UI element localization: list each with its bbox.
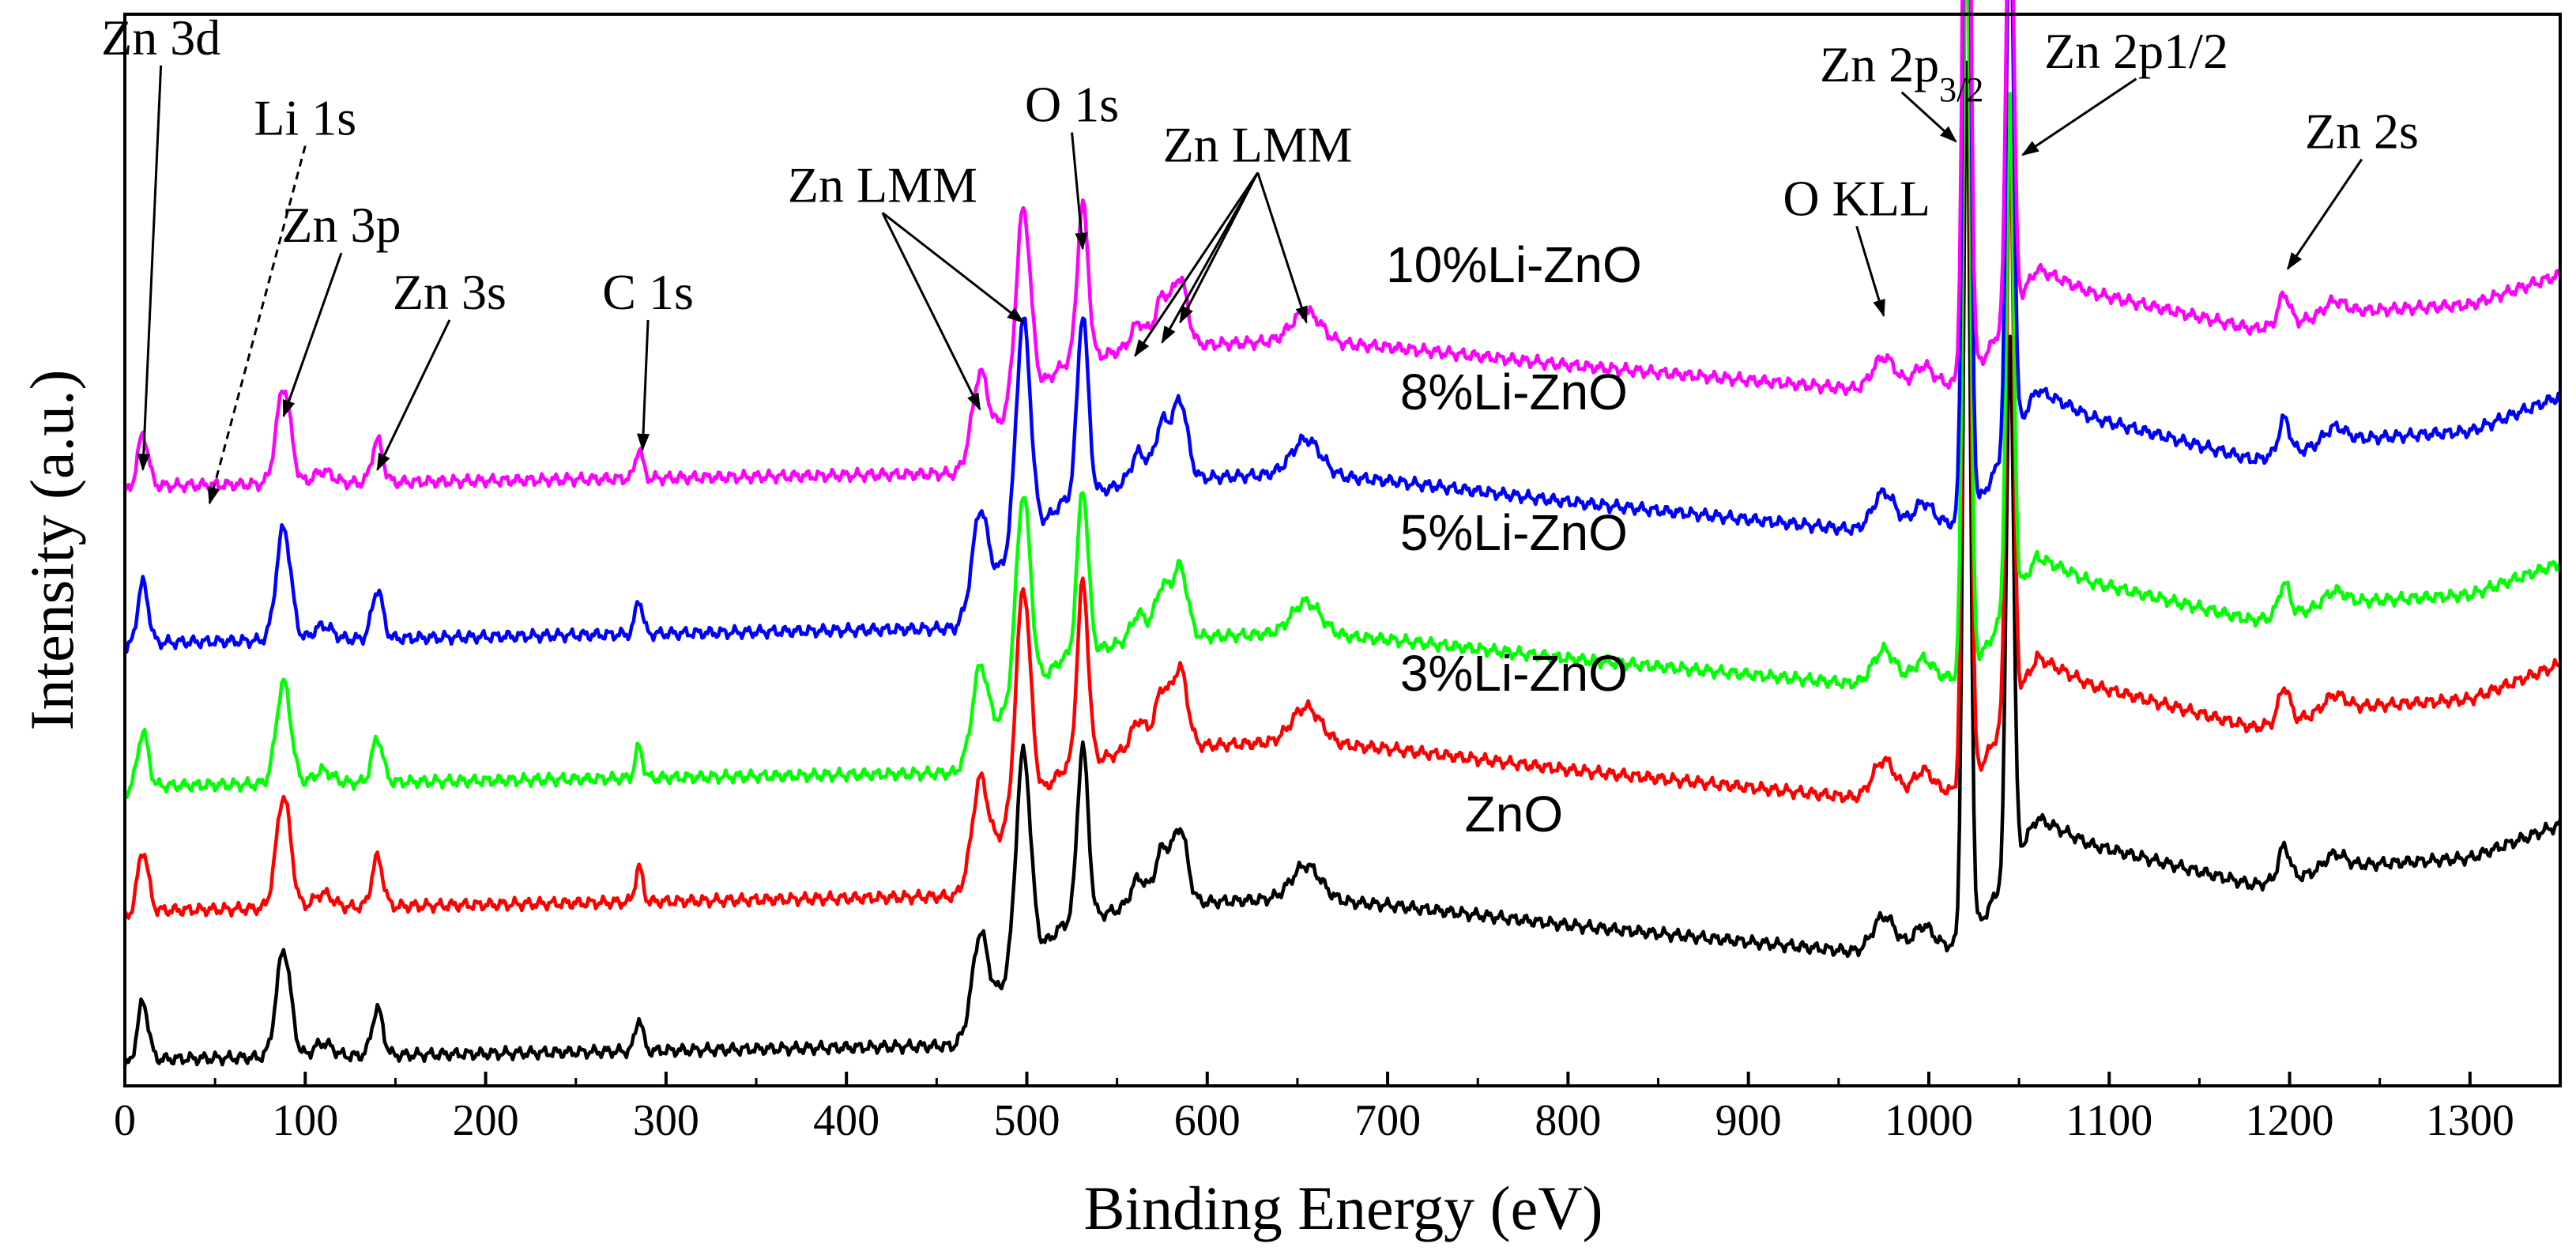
x-axis-title: Binding Energy (eV) [1083,1174,1602,1242]
series-label: 3%Li-ZnO [1400,645,1628,702]
x-tick-label: 0 [114,1096,136,1145]
peak-annotation-arrow [1179,171,1260,324]
peak-annotation-label: Zn 2s [2305,104,2419,160]
x-tick-label: 1000 [1885,1096,1973,1145]
peak-annotation-arrow [376,319,451,472]
peak-annotation-label: C 1s [602,264,694,320]
peak-annotation-arrow [1256,171,1308,324]
x-tick-label: 900 [1715,1096,1782,1145]
x-tick-label: 600 [1174,1096,1241,1145]
y-axis-title: Intensity (a.u.) [17,369,86,730]
x-tick-label: 200 [453,1096,519,1145]
peak-annotation-arrow [2287,158,2363,270]
x-tick-label: 800 [1535,1096,1601,1145]
series-line-1 [122,0,2561,920]
x-tick-label: 500 [993,1096,1060,1145]
peak-annotation-arrow [137,65,163,472]
series-line-4 [122,0,2563,494]
plot-frame [123,13,2562,1087]
series-label: 10%Li-ZnO [1386,236,1642,293]
x-tick-label: 100 [272,1096,338,1145]
series-line-2 [122,0,2561,800]
peak-annotation-label: Zn 2p1/2 [2044,23,2228,79]
peak-annotation-label: O 1s [1025,77,1119,133]
series-line-0 [122,60,2563,1067]
peak-annotations: Zn 3d Li 1s Zn 3p Zn 3s C 1s Zn LMM O 1s Zn LMM… [101,9,2419,505]
series-layer [122,0,2563,1067]
peak-annotation-label: Zn LMM [1163,116,1353,172]
series-label: ZnO [1465,786,1563,842]
x-tick-label: 400 [813,1096,879,1145]
x-tick-label: 1100 [2066,1096,2152,1145]
series-labels: ZnO 3%Li-ZnO 5%Li-ZnO 8%Li-ZnO 10%Li-ZnO [1386,236,1642,842]
series-label: 8%Li-ZnO [1400,364,1628,420]
peak-annotation-label: Zn LMM [788,156,977,213]
peak-annotation-arrow [1134,171,1259,357]
x-tick-label: 1200 [2246,1096,2334,1145]
series-label: 5%Li-ZnO [1400,504,1628,561]
peak-annotation-arrow [2021,77,2137,156]
peak-annotation-arrow [637,319,650,451]
peak-annotation-arrow [282,252,343,418]
peak-annotation-label: Li 1s [254,90,356,146]
x-tick-label: 700 [1354,1096,1421,1145]
series-line-3 [124,0,2562,654]
peak-annotation-label: O KLL [1783,170,1930,226]
peak-annotation-label: Zn 2p3/2 [1820,36,1983,109]
peak-annotation-arrow [1855,225,1885,318]
x-axis-ticks: 0 100 200 300 400 500 600 700 800 900 1000 1100 1200… [114,1072,2514,1145]
peak-annotation-arrow [881,212,1025,324]
peak-annotation-arrow [1071,132,1088,251]
peak-annotation-label: Zn 3d [101,9,220,66]
peak-annotation-arrow [881,212,981,411]
peak-annotation-label: Zn 3p [281,197,401,253]
peak-annotation-label: Zn 3s [393,264,507,320]
x-tick-label: 1300 [2426,1096,2514,1145]
peak-annotation-arrow [1900,91,1957,143]
x-tick-label: 300 [633,1096,699,1145]
